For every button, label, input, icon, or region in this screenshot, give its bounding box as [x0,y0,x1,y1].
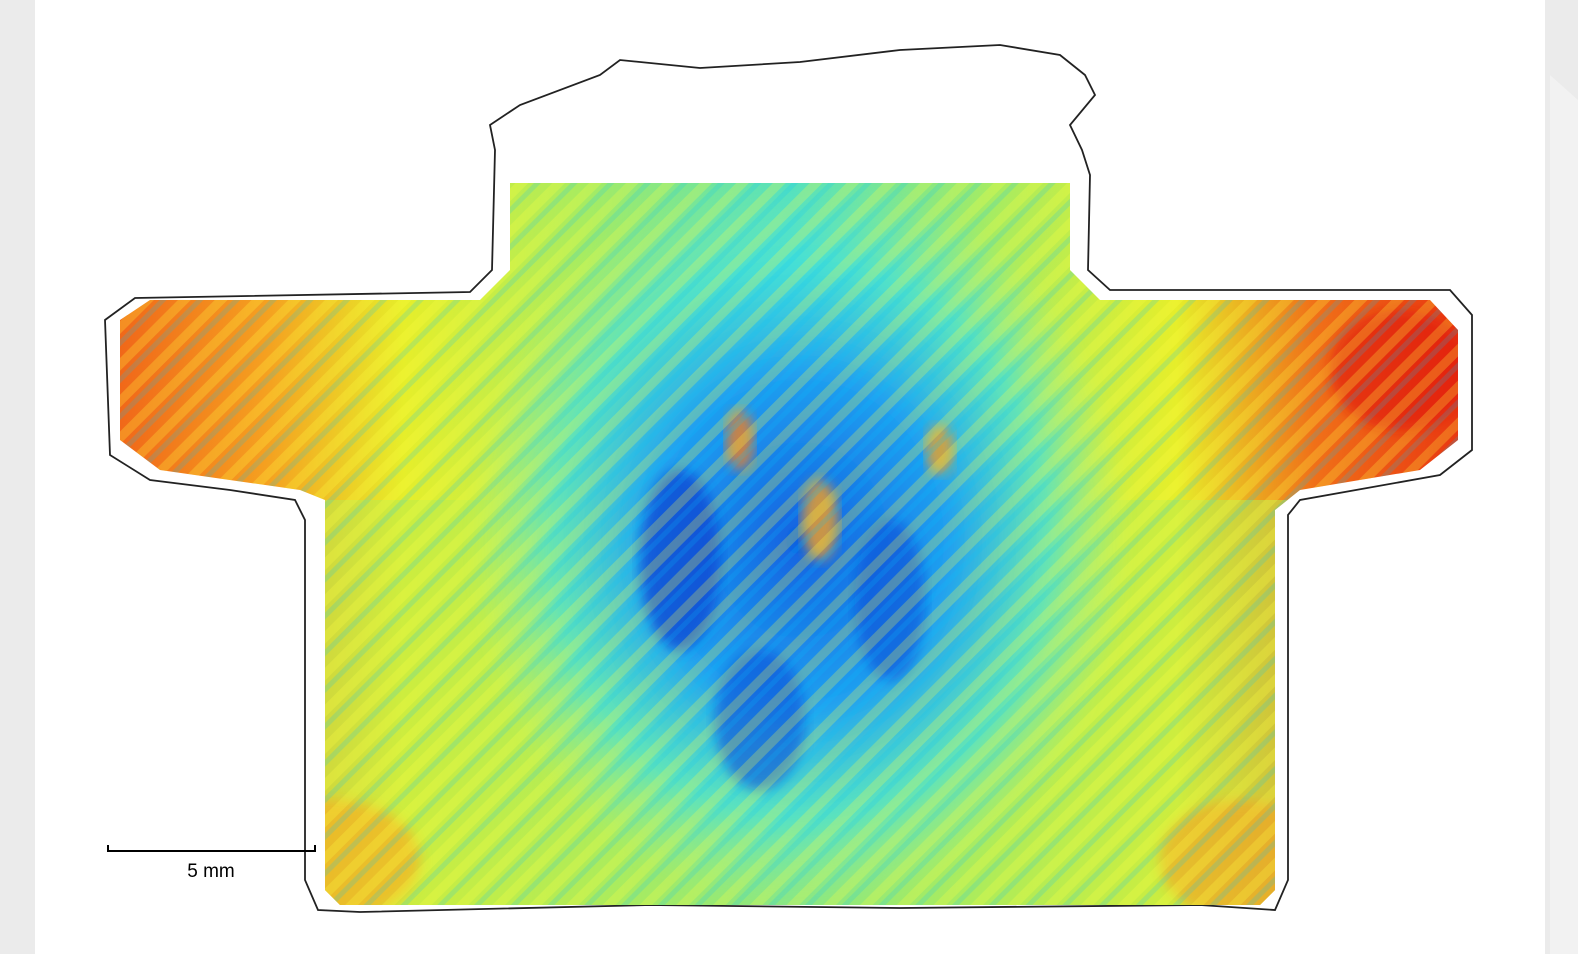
scale-label: 5 mm [187,861,235,882]
edge-shade [1550,75,1578,954]
heat-texture [120,183,1458,905]
specimen-outline [104,44,1473,913]
scale-bar: 5 mm [107,845,316,882]
